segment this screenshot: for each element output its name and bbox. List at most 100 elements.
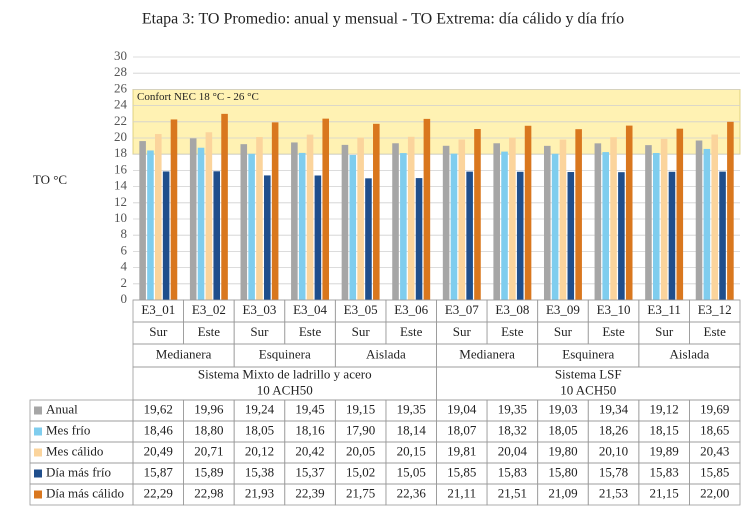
table-value: 17,90	[346, 422, 375, 437]
table-value: 15,37	[295, 464, 325, 479]
group-label: Aislada	[670, 346, 710, 361]
legend-swatch	[34, 490, 42, 499]
table-value: 18,46	[144, 422, 174, 437]
bar	[458, 139, 466, 300]
table-value: 18,05	[548, 422, 577, 437]
bar	[509, 137, 516, 300]
table-value: 20,42	[295, 443, 324, 458]
bar	[221, 113, 228, 300]
bar	[610, 137, 617, 300]
y-tick-label: 4	[121, 259, 128, 274]
x-tick-label: E3_05	[344, 302, 378, 317]
bar	[668, 171, 676, 300]
group-label: Esquinera	[259, 346, 311, 361]
orientation-label: Este	[198, 324, 221, 339]
bar	[423, 118, 431, 300]
table-value: 15,02	[346, 464, 375, 479]
bar	[660, 138, 668, 300]
bar	[625, 125, 633, 301]
bar	[703, 148, 711, 300]
bar	[373, 123, 380, 300]
bar	[711, 134, 718, 300]
bar	[365, 178, 372, 300]
table-value: 18,05	[245, 422, 274, 437]
y-tick-label: 10	[114, 210, 127, 225]
table-value: 18,32	[498, 422, 527, 437]
bar	[240, 144, 248, 300]
table-value: 18,65	[700, 422, 729, 437]
bar	[139, 141, 146, 300]
orientation-label: Este	[704, 324, 727, 339]
bar	[543, 145, 551, 300]
table-value: 19,81	[447, 443, 476, 458]
bar	[306, 134, 314, 300]
orientation-label: Sur	[149, 324, 168, 339]
y-tick-label: 12	[114, 194, 127, 209]
bar	[559, 139, 567, 300]
bar	[493, 143, 500, 300]
y-tick-label: 18	[114, 145, 127, 160]
table-value: 21,15	[650, 485, 679, 500]
table-value: 20,71	[194, 443, 223, 458]
y-tick-label: 22	[114, 113, 127, 128]
bar	[264, 175, 271, 300]
bar	[213, 171, 221, 300]
bar	[551, 153, 559, 300]
bar	[271, 122, 279, 300]
y-tick-label: 16	[114, 161, 128, 176]
table-value: 18,26	[599, 422, 629, 437]
bar	[189, 138, 197, 300]
bar	[162, 171, 170, 300]
table-value: 19,24	[245, 401, 275, 416]
chart-title: Etapa 3: TO Promedio: anual y mensual - …	[142, 11, 624, 28]
bar	[594, 143, 602, 300]
legend-label: Anual	[46, 401, 78, 416]
bar	[516, 171, 524, 300]
bar	[256, 137, 263, 300]
bar	[298, 152, 306, 300]
bar	[314, 175, 322, 300]
y-tick-label: 20	[114, 129, 127, 144]
x-tick-label: E3_11	[647, 302, 680, 317]
table-value: 21,11	[447, 485, 476, 500]
x-tick-label: E3_08	[495, 302, 529, 317]
table-value: 21,93	[245, 485, 274, 500]
table-value: 18,15	[650, 422, 679, 437]
x-tick-label: E3_07	[445, 302, 479, 317]
table-value: 15,85	[700, 464, 729, 479]
bar	[695, 140, 703, 300]
table-value: 19,34	[599, 401, 629, 416]
bar	[450, 153, 458, 300]
x-tick-label: E3_12	[698, 302, 732, 317]
table-value: 20,04	[498, 443, 528, 458]
table-cell	[689, 483, 741, 506]
x-tick-label: E3_02	[192, 302, 226, 317]
table-value: 18,80	[194, 422, 223, 437]
bar	[155, 134, 162, 300]
bar	[400, 153, 407, 300]
bar	[291, 142, 298, 300]
y-tick-label: 8	[121, 226, 128, 241]
bar	[676, 128, 684, 300]
x-tick-label: E3_10	[597, 302, 631, 317]
group-label: Medianera	[156, 346, 212, 361]
table-value: 19,89	[650, 443, 679, 458]
bar	[466, 171, 473, 300]
y-tick-label: 28	[114, 64, 127, 79]
table-value: 19,62	[144, 401, 173, 416]
bar	[341, 144, 349, 300]
legend-swatch	[34, 469, 42, 478]
table-value: 21,75	[346, 485, 375, 500]
bar	[205, 132, 213, 300]
orientation-label: Sur	[554, 324, 573, 339]
bar	[349, 155, 357, 300]
group-label: Esquinera	[562, 346, 614, 361]
table-value: 20,05	[346, 443, 375, 458]
table-value: 22,36	[397, 485, 427, 500]
x-tick-label: E3_01	[141, 302, 175, 317]
table-value: 20,10	[599, 443, 628, 458]
bar	[618, 172, 625, 300]
bar	[575, 129, 582, 300]
orientation-label: Este	[400, 324, 423, 339]
